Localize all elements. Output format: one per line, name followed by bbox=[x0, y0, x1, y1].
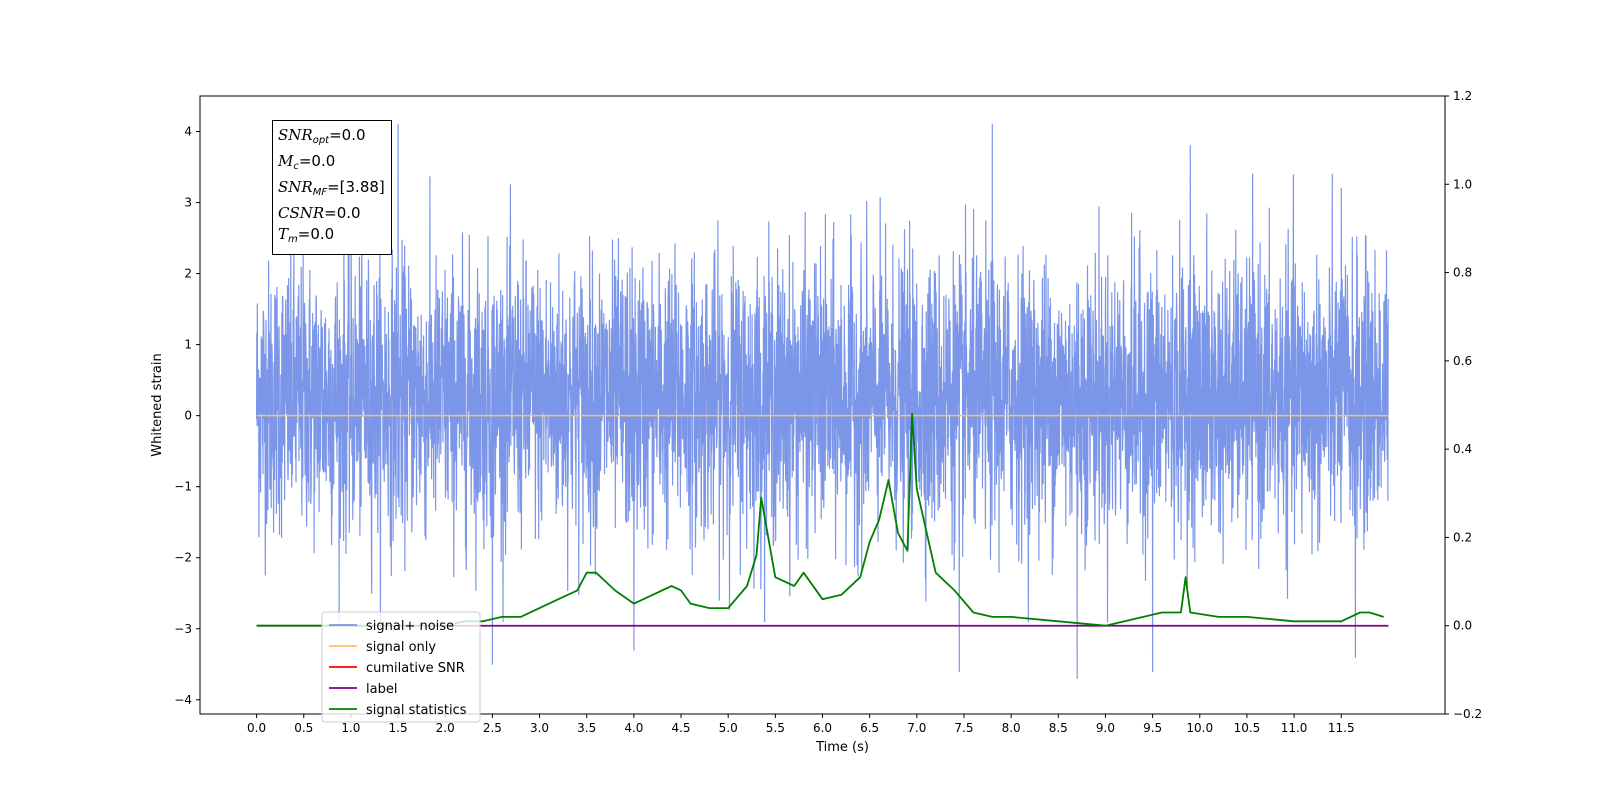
x-tick-label: 8.0 bbox=[1002, 721, 1021, 735]
y-tick-label: 3 bbox=[184, 196, 192, 210]
x-tick-label: 6.5 bbox=[860, 721, 879, 735]
x-axis-label: Time (s) bbox=[815, 740, 869, 755]
x-tick-label: 4.0 bbox=[624, 721, 643, 735]
csnr-value: =0.0 bbox=[324, 204, 361, 222]
x-tick-label: 8.5 bbox=[1049, 721, 1068, 735]
y-tick-label: 2 bbox=[184, 267, 192, 281]
tm-value: =0.0 bbox=[297, 225, 335, 243]
x-tick-label: 9.0 bbox=[1096, 721, 1115, 735]
x-tick-label: 7.5 bbox=[954, 721, 973, 735]
y-tick-label: −3 bbox=[174, 622, 192, 636]
x-tick-label: 0.0 bbox=[247, 721, 266, 735]
signal-statistics-line bbox=[256, 412, 1384, 627]
x-tick-label: 11.5 bbox=[1328, 721, 1355, 735]
y-tick-label: 0 bbox=[184, 409, 192, 423]
legend: signal+ noise signal only cumilative SNR la… bbox=[321, 611, 481, 723]
y2-tick-label: 0.0 bbox=[1453, 619, 1472, 633]
x-tick-label: 10.0 bbox=[1186, 721, 1213, 735]
legend-entry: signal+ noise bbox=[366, 619, 454, 634]
legend-entry: cumilative SNR bbox=[366, 661, 465, 676]
x-tick-label: 1.5 bbox=[389, 721, 408, 735]
y-tick-label: −4 bbox=[174, 693, 192, 707]
snr-opt-value: =0.0 bbox=[329, 126, 366, 144]
snr-mf-value: =[3.88] bbox=[327, 178, 385, 196]
legend-box bbox=[321, 611, 481, 723]
y2-tick-label: 0.8 bbox=[1453, 266, 1472, 280]
y-tick-label: 1 bbox=[184, 338, 192, 352]
signal-statistics-series bbox=[256, 412, 1384, 627]
y-tick-label: −1 bbox=[174, 480, 192, 494]
legend-entry: signal statistics bbox=[366, 703, 467, 718]
x-tick-label: 2.5 bbox=[483, 721, 502, 735]
signal-noise-line bbox=[256, 123, 1389, 680]
x-tick-label: 5.0 bbox=[719, 721, 738, 735]
y2-tick-label: 0.6 bbox=[1453, 354, 1472, 368]
x-tick-label: 10.5 bbox=[1234, 721, 1261, 735]
parameter-annotation-box: SNRopt=0.0 Mc=0.0 SNRMF=[3.88] CSNR=0.0 … bbox=[272, 120, 392, 255]
y2-tick-label: 1.0 bbox=[1453, 177, 1472, 191]
y-tick-label: 4 bbox=[184, 125, 192, 139]
x-tick-label: 4.5 bbox=[671, 721, 690, 735]
y2-tick-label: 0.4 bbox=[1453, 442, 1472, 456]
y-tick-label: −2 bbox=[174, 551, 192, 565]
x-tick-label: 7.0 bbox=[907, 721, 926, 735]
axes: 0.0 0.5 1.0 1.5 2.0 2.5 3.0 3.5 4.0 4.5 5.0 5.5 6.0 6… bbox=[150, 89, 1482, 755]
legend-entry: signal only bbox=[366, 640, 436, 655]
mc-line: Mc=0.0 bbox=[278, 152, 336, 172]
x-tick-label: 9.5 bbox=[1143, 721, 1162, 735]
x-tick-label: 6.0 bbox=[813, 721, 832, 735]
x-tick-label: 3.5 bbox=[577, 721, 596, 735]
y-axis-label: Whitened strain bbox=[150, 353, 165, 456]
x-tick-label: 5.5 bbox=[766, 721, 785, 735]
csnr-line: CSNR=0.0 bbox=[278, 204, 361, 222]
y2-tick-label: 1.2 bbox=[1453, 89, 1472, 103]
mc-value: =0.0 bbox=[298, 152, 336, 170]
legend-entry: label bbox=[366, 682, 397, 697]
snr-opt-line: SNRopt=0.0 bbox=[278, 126, 366, 146]
x-tick-label: 1.0 bbox=[341, 721, 360, 735]
x-tick-label: 3.0 bbox=[530, 721, 549, 735]
x-tick-label: 2.0 bbox=[436, 721, 455, 735]
y2-tick-label: −0.2 bbox=[1453, 707, 1482, 721]
y2-tick-label: 0.2 bbox=[1453, 530, 1472, 544]
x-tick-label: 0.5 bbox=[294, 721, 313, 735]
signal-noise-series bbox=[256, 123, 1389, 680]
tm-line: Tm=0.0 bbox=[278, 225, 335, 245]
snr-mf-line: SNRMF=[3.88] bbox=[278, 178, 385, 198]
x-tick-label: 11.0 bbox=[1281, 721, 1308, 735]
